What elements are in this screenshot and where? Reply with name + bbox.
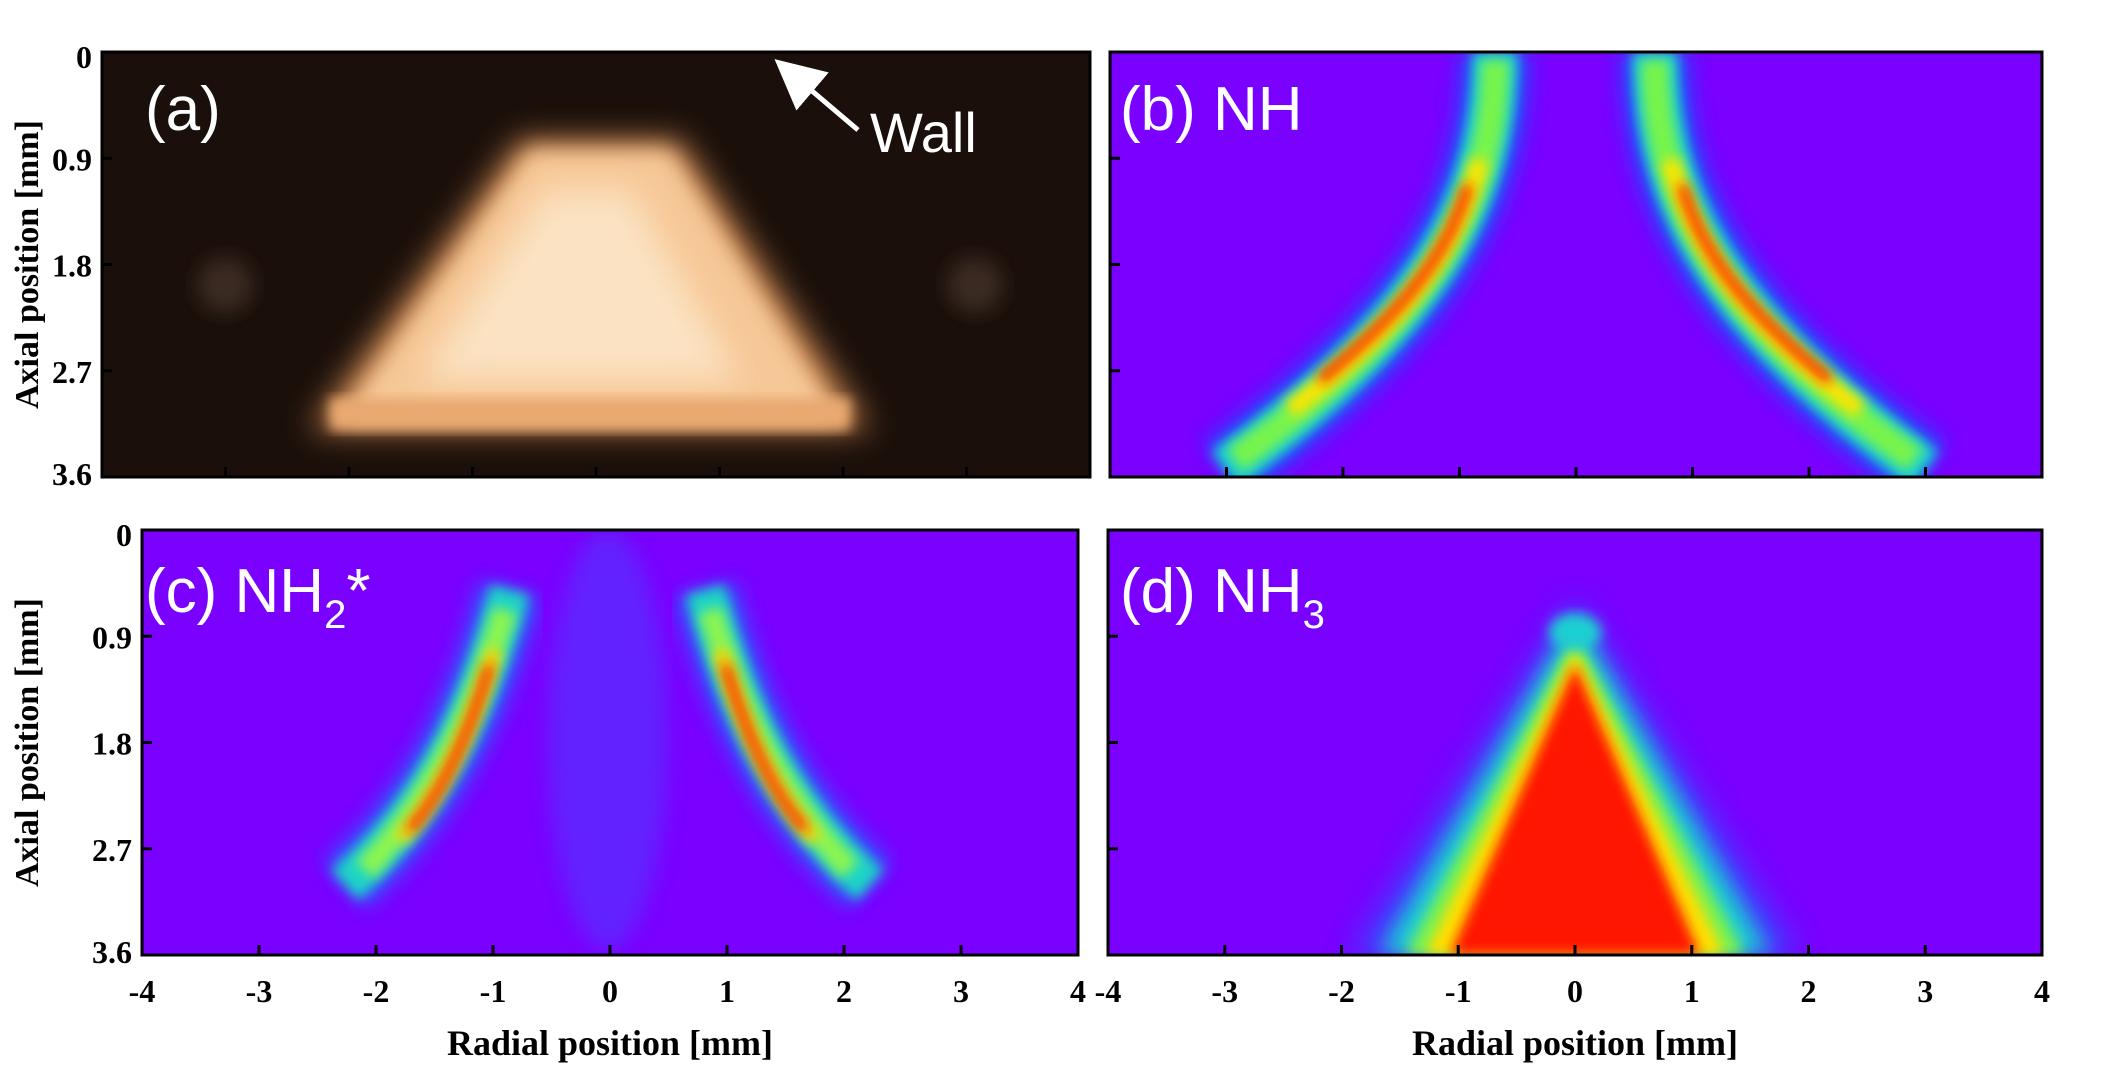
- y-tick-label: 0: [76, 39, 92, 75]
- y-axis-label: Axial position [mm]: [9, 598, 46, 887]
- x-tick-label: 3: [953, 973, 969, 1009]
- panel-a-dim-spot-left: [197, 257, 253, 313]
- panel-a-flame-highlight: [420, 190, 740, 380]
- x-tick-label: -2: [363, 973, 390, 1009]
- x-axis-label: Radial position [mm]: [1412, 1023, 1738, 1063]
- x-tick-label: 1: [1684, 973, 1700, 1009]
- panel-b-label: (b) NH: [1120, 75, 1303, 144]
- nh3-cone: [1353, 600, 1797, 955]
- y-tick-label: 3.6: [52, 456, 92, 492]
- x-axis-label: Radial position [mm]: [447, 1023, 773, 1063]
- y-tick-label: 0: [116, 517, 132, 553]
- y-tick-label: 2.7: [92, 832, 132, 868]
- x-tick-label: -1: [480, 973, 507, 1009]
- wall-arrow: [774, 59, 860, 132]
- y-tick-label: 2.7: [52, 354, 92, 390]
- x-tick-label: 0: [602, 973, 618, 1009]
- x-tick-label: 2: [1801, 973, 1817, 1009]
- panel-c: (c) NH2*: [142, 530, 1078, 955]
- panel-a-label: (a): [145, 75, 221, 144]
- x-tick-label: 4: [1070, 973, 1086, 1009]
- x-tick-label: 2: [836, 973, 852, 1009]
- panel-a-flame-base: [330, 398, 850, 430]
- x-tick-label: 1: [719, 973, 735, 1009]
- y-tick-label: 3.6: [92, 934, 132, 970]
- nh2-band-right: [674, 581, 892, 909]
- x-tick-label: -3: [1211, 973, 1238, 1009]
- panel-d: (d) NH3: [1108, 530, 2042, 955]
- y-axis-label: Axial position [mm]: [9, 120, 46, 409]
- y-tick-label: 1.8: [52, 248, 92, 284]
- x-tick-label: 3: [1917, 973, 1933, 1009]
- nh-band-left: [1204, 52, 1530, 477]
- x-tick-label: -4: [129, 973, 156, 1009]
- x-tick-label: 0: [1567, 973, 1583, 1009]
- x-tick-label: -2: [1328, 973, 1355, 1009]
- x-tick-label: -4: [1095, 973, 1122, 1009]
- nh-band-right: [1620, 52, 1946, 477]
- y-tick-label: 0.9: [52, 141, 92, 177]
- nh2-band-left: [323, 581, 541, 909]
- panel-b: (b) NH: [1110, 52, 2042, 477]
- x-tick-label: -3: [246, 973, 273, 1009]
- panel-c-noise-center: [548, 530, 668, 950]
- panel-d-label: (d) NH3: [1120, 557, 1325, 637]
- panel-c-label: (c) NH2*: [145, 557, 370, 637]
- wall-label: Wall: [870, 101, 977, 164]
- x-tick-label: -1: [1445, 973, 1472, 1009]
- y-tick-label: 0.9: [92, 619, 132, 655]
- panel-a: Wall (a): [102, 52, 1090, 477]
- y-tick-label: 1.8: [92, 726, 132, 762]
- axes-layer: 0 0.9 1.8 2.7 3.6 Axial position [mm] 0 0.9 1.8 2…: [9, 39, 2050, 1063]
- panel-a-dim-spot-right: [947, 257, 1003, 313]
- x-tick-label: 4: [2034, 973, 2050, 1009]
